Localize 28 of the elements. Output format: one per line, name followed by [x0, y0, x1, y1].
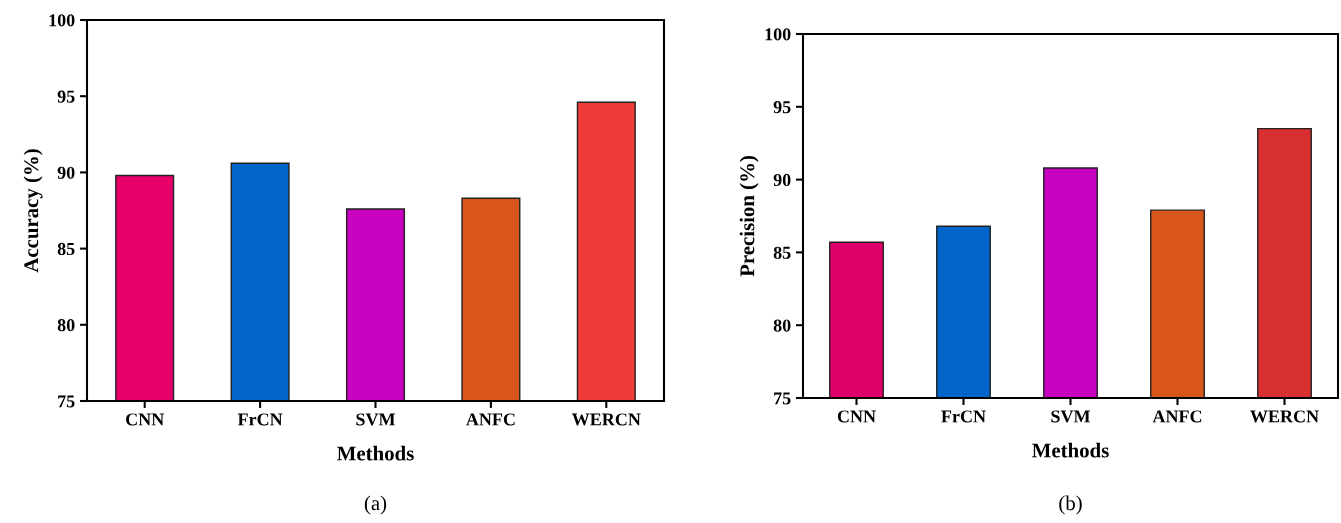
y-tick-label: 90	[57, 166, 75, 179]
x-tick-label: CNN	[126, 413, 165, 426]
x-tick-label: FrCN	[941, 410, 986, 423]
y-tick-label: 95	[773, 101, 791, 114]
x-axis-title: Methods	[1032, 442, 1109, 458]
x-tick-label: SVM	[1051, 410, 1091, 423]
y-tick-label: 95	[57, 90, 75, 103]
text: (b)	[1059, 495, 1082, 515]
y-tick-label: 85	[773, 246, 791, 259]
x-tick-label: CNN	[837, 410, 876, 423]
text: (a)	[364, 495, 387, 515]
x-tick-label: ANFC	[466, 413, 515, 426]
x-tick-label: FrCN	[237, 413, 283, 426]
y-tick-label: 80	[773, 319, 791, 332]
x-tick-label: WERCN	[1250, 410, 1319, 423]
y-axis-title: Accuracy (%)	[23, 149, 43, 273]
y-tick-label: 75	[58, 395, 75, 408]
x-tick-label: WERCN	[571, 413, 641, 426]
x-tick-label: SVM	[356, 413, 396, 426]
y-tick-label: 80	[57, 319, 75, 332]
y-tick-label: 90	[773, 173, 791, 187]
y-tick-label: 100	[49, 14, 75, 27]
x-tick-label: ANFC	[1152, 410, 1202, 423]
y-axis-title: Precision (%)	[739, 156, 759, 277]
y-tick-label: 75	[774, 392, 791, 405]
y-tick-label: 85	[57, 242, 75, 256]
x-axis-title: Methods	[337, 445, 414, 461]
y-tick-label: 100	[765, 28, 791, 41]
